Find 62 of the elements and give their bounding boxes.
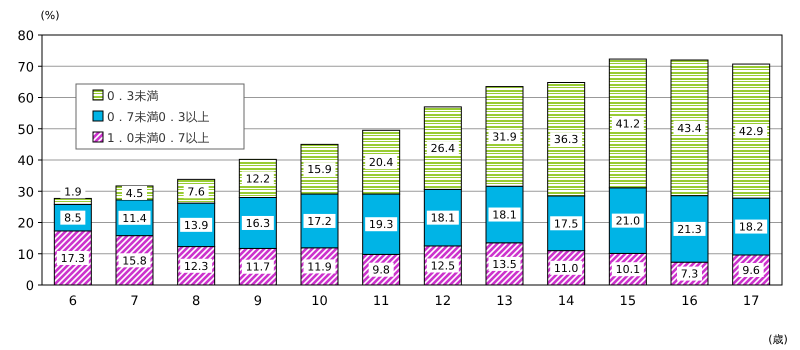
- x-axis-title: (歳): [768, 333, 788, 346]
- x-tick-label: 17: [742, 294, 760, 309]
- data-label: 4.5: [126, 186, 144, 200]
- y-tick-label: 60: [17, 92, 34, 106]
- data-label: 11.0: [554, 262, 578, 275]
- data-label: 13.9: [184, 218, 208, 232]
- data-label: 7.3: [680, 268, 698, 281]
- data-label: 42.9: [738, 125, 764, 138]
- x-tick-label: 9: [254, 294, 262, 309]
- x-tick-label: 6: [68, 294, 77, 309]
- data-label: 12.3: [184, 260, 208, 273]
- x-tick-label: 13: [496, 294, 513, 309]
- data-label: 43.4: [677, 122, 702, 135]
- y-tick-label: 40: [17, 154, 34, 169]
- data-label: 12.2: [246, 172, 270, 186]
- x-tick-label: 12: [434, 294, 452, 309]
- y-tick-label: 80: [17, 29, 34, 44]
- y-tick-label: 50: [17, 122, 34, 138]
- data-label: 36.3: [554, 133, 578, 146]
- data-label: 21.0: [616, 214, 640, 228]
- y-axis-title: (%): [40, 9, 60, 22]
- data-label: 15.8: [122, 254, 147, 268]
- data-label: 9.6: [742, 264, 760, 277]
- data-label: 21.3: [677, 222, 702, 236]
- data-label: 18.2: [738, 220, 764, 234]
- x-tick-label: 8: [192, 294, 200, 309]
- data-label: 12.5: [430, 259, 456, 272]
- data-label: 17.5: [554, 217, 578, 230]
- data-label: 16.3: [246, 216, 270, 230]
- data-label: 1.9: [64, 185, 82, 198]
- data-label: 11.9: [307, 260, 332, 274]
- x-tick-label: 7: [130, 294, 139, 309]
- x-tick-label: 14: [558, 294, 574, 309]
- data-label: 11.4: [122, 212, 147, 225]
- legend-label: 0．3未満: [107, 89, 158, 103]
- data-label: 31.9: [492, 130, 517, 144]
- y-tick-label: 10: [17, 248, 34, 263]
- x-tick-label: 16: [681, 294, 698, 309]
- data-label: 8.5: [64, 212, 82, 225]
- x-tick-label: 11: [372, 294, 390, 309]
- data-label: 15.9: [307, 163, 332, 176]
- y-tick-label: 20: [17, 216, 34, 232]
- data-label: 18.1: [492, 208, 517, 222]
- data-label: 26.4: [430, 142, 456, 156]
- data-label: 9.8: [372, 264, 390, 277]
- data-label: 19.3: [368, 218, 394, 232]
- y-tick-label: 70: [17, 60, 34, 76]
- data-label: 17.2: [307, 214, 332, 228]
- data-label: 11.7: [246, 260, 270, 274]
- legend-label: 0．7未満0．3以上: [107, 110, 210, 124]
- data-label: 7.6: [187, 185, 205, 198]
- data-label: 10.1: [616, 263, 640, 276]
- data-label: 13.5: [492, 258, 517, 271]
- x-tick-label: 10: [311, 294, 328, 309]
- data-label: 17.3: [60, 252, 86, 265]
- y-tick-label: 30: [17, 185, 34, 200]
- x-tick-label: 15: [620, 294, 636, 309]
- y-tick-label: 0: [26, 279, 34, 294]
- legend-label: 1．0未満0．7以上: [107, 131, 210, 145]
- data-label: 41.2: [616, 117, 640, 130]
- data-label: 20.4: [368, 156, 394, 170]
- data-label: 18.1: [430, 212, 456, 225]
